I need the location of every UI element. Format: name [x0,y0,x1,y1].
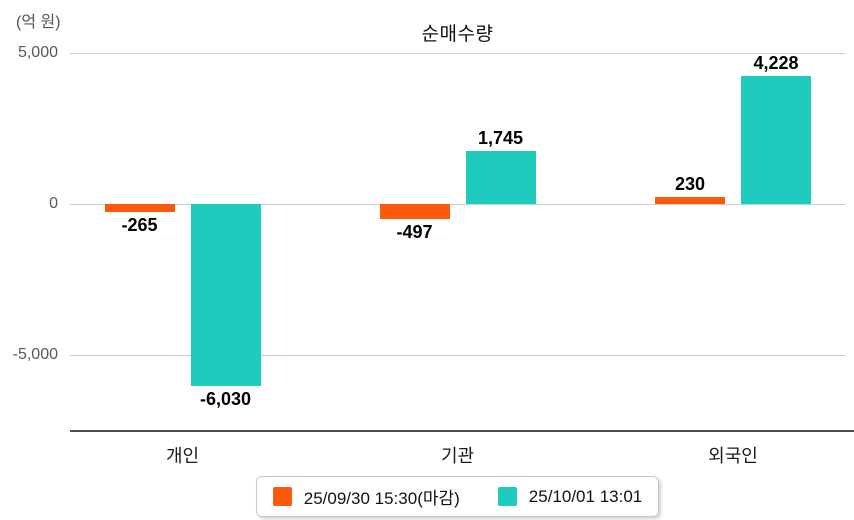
gridline [70,53,845,54]
bar-series1-외국인 [655,197,725,204]
bar-series2-외국인 [741,76,811,204]
legend-box: 25/09/30 15:30(마감) 25/10/01 13:01 [255,476,660,517]
x-axis-line [70,430,854,432]
legend: 25/09/30 15:30(마감) 25/10/01 13:01 [70,476,845,517]
x-axis-category-label: 기관 [440,446,475,466]
gridline [70,204,845,205]
x-axis-category-label: 개인 [165,446,200,466]
y-axis-tick-label: -5,000 [12,346,58,363]
legend-item-series2[interactable]: 25/10/01 13:01 [497,486,643,507]
bar-value-label: 230 [674,174,706,195]
legend-label: 25/09/30 15:30(마감) [303,489,460,508]
legend-item-series1[interactable]: 25/09/30 15:30(마감) [272,484,460,509]
bar-series2-개인 [190,204,261,387]
bar-value-label: -497 [396,222,433,242]
bar-series1-기관 [379,204,450,219]
y-axis-unit-label: (억 원) [16,14,61,31]
gridline [70,355,845,356]
bar-series2-기관 [465,151,536,204]
y-axis-tick-label: 5,000 [17,44,58,61]
bar-series1-개인 [104,204,175,212]
bar-value-label: -6,030 [199,389,252,410]
bar-value-label: 1,745 [477,128,524,149]
bar-value-label: -265 [121,215,158,235]
legend-swatch-icon [497,487,517,506]
chart-title: 순매수량 [421,24,494,45]
y-axis-tick-label: 0 [49,195,58,212]
bar-value-label: 4,228 [753,53,799,74]
legend-swatch-icon [272,487,292,506]
legend-label: 25/10/01 13:01 [528,486,643,506]
x-axis-category-label: 외국인 [708,446,758,466]
